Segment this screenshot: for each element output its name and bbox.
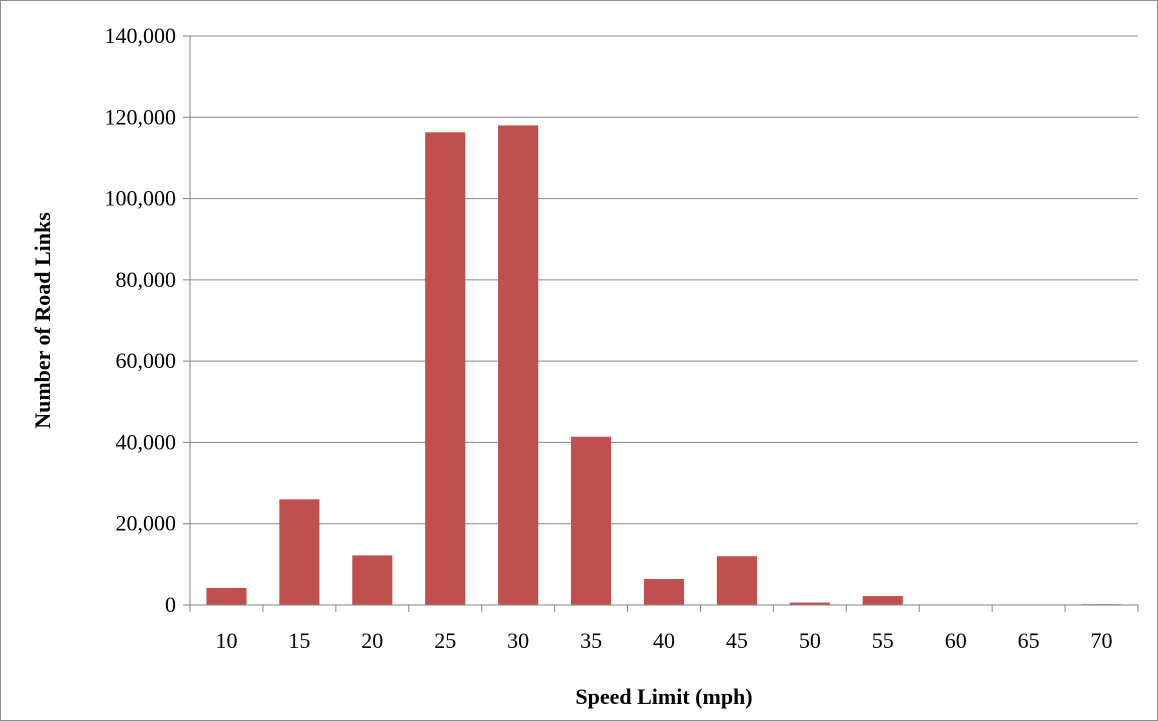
x-tick-label: 50 (799, 628, 821, 653)
bar-35 (571, 437, 611, 605)
y-tick-label: 140,000 (105, 23, 177, 48)
y-tick-label: 20,000 (116, 511, 177, 536)
x-tick-label: 35 (580, 628, 602, 653)
bar-30 (498, 125, 538, 605)
y-tick-label: 80,000 (116, 267, 177, 292)
x-tick-label: 65 (1018, 628, 1040, 653)
y-tick-label: 40,000 (116, 429, 177, 454)
bar-40 (644, 579, 684, 605)
y-tick-label: 100,000 (105, 186, 177, 211)
x-axis-title: Speed Limit (mph) (575, 684, 752, 709)
x-tick-label: 15 (288, 628, 310, 653)
x-tick-label: 60 (945, 628, 967, 653)
bar-45 (717, 556, 757, 605)
axis-layer (183, 36, 1138, 612)
bar-20 (352, 555, 392, 605)
x-tick-label: 55 (872, 628, 894, 653)
x-tick-label: 20 (361, 628, 383, 653)
y-axis-title: Number of Road Links (30, 212, 55, 429)
bar-55 (863, 596, 903, 605)
x-tick-label: 45 (726, 628, 748, 653)
x-tick-label: 30 (507, 628, 529, 653)
grid-layer (190, 36, 1138, 524)
x-tick-label: 40 (653, 628, 675, 653)
bar-10 (206, 588, 246, 605)
bar-15 (279, 499, 319, 605)
y-tick-label: 120,000 (105, 104, 177, 129)
y-tick-label: 0 (165, 592, 176, 617)
y-tick-label: 60,000 (116, 348, 177, 373)
bar-25 (425, 132, 465, 605)
bar-layer (206, 125, 1121, 605)
x-tick-label: 25 (434, 628, 456, 653)
x-tick-label: 10 (215, 628, 237, 653)
x-tick-label: 70 (1091, 628, 1113, 653)
